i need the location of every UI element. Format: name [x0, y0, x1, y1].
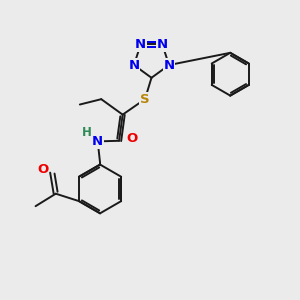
- Text: O: O: [37, 164, 48, 176]
- Text: O: O: [126, 132, 137, 145]
- Text: N: N: [164, 58, 175, 71]
- Text: S: S: [140, 93, 150, 106]
- Text: N: N: [128, 58, 140, 71]
- Text: H: H: [82, 126, 92, 139]
- Text: N: N: [92, 135, 103, 148]
- Text: N: N: [135, 38, 146, 51]
- Text: N: N: [157, 38, 168, 51]
